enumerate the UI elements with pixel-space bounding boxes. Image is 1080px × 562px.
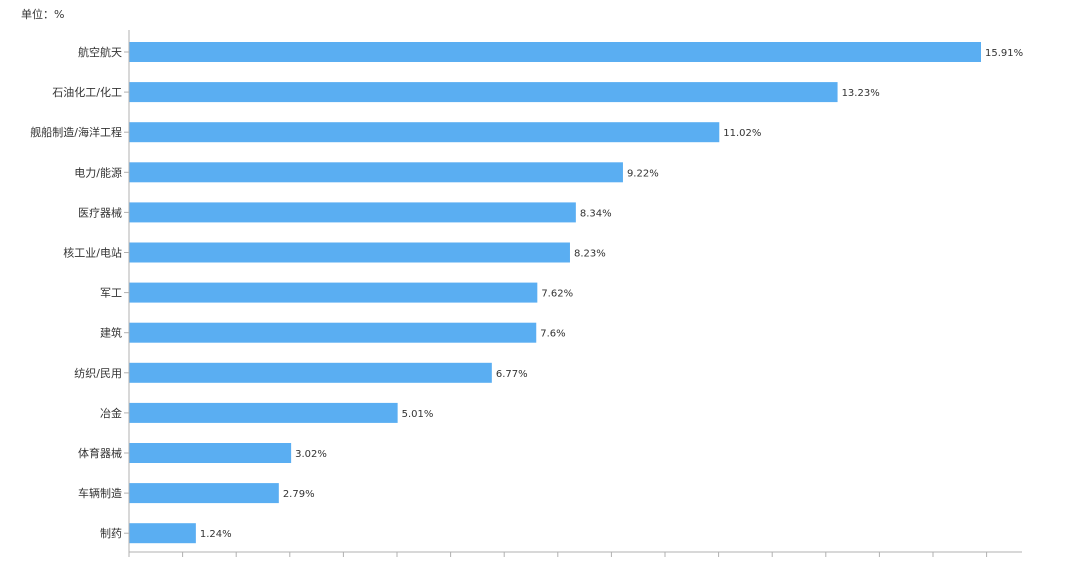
category-label: 纺织/民用 <box>74 366 122 380</box>
bar <box>129 42 981 62</box>
value-label: 8.34% <box>580 208 612 219</box>
category-label: 医疗器械 <box>78 205 122 219</box>
bar <box>129 82 838 103</box>
bar <box>129 443 292 463</box>
bar <box>129 162 623 183</box>
category-label: 石油化工/化工 <box>52 85 122 99</box>
value-label: 3.02% <box>295 449 327 460</box>
value-label: 7.6% <box>540 329 565 340</box>
category-label: 核工业/电站 <box>63 246 122 260</box>
category-label: 建筑 <box>100 326 122 340</box>
category-label: 舰船制造/海洋工程 <box>30 125 122 139</box>
value-label: 9.22% <box>627 168 659 179</box>
unit-label: 单位：% <box>21 8 65 21</box>
bar <box>129 483 279 504</box>
category-label: 冶金 <box>100 406 122 420</box>
bar <box>129 523 196 544</box>
bar <box>129 282 538 303</box>
value-label: 1.24% <box>200 529 232 540</box>
category-label: 电力/能源 <box>74 165 122 179</box>
bar <box>129 242 570 263</box>
bar <box>129 402 398 423</box>
category-label: 航空航天 <box>78 45 122 59</box>
category-label: 军工 <box>100 287 122 300</box>
bar <box>129 202 576 223</box>
category-label: 车辆制造 <box>78 486 122 500</box>
bar <box>129 322 537 343</box>
value-label: 2.79% <box>283 489 315 500</box>
category-label: 体育器械 <box>78 446 122 460</box>
bar <box>129 362 492 383</box>
value-label: 15.91% <box>985 48 1023 59</box>
value-label: 5.01% <box>402 409 434 420</box>
value-label: 6.77% <box>496 369 528 380</box>
category-label: 制药 <box>100 527 122 540</box>
value-label: 8.23% <box>574 249 606 260</box>
value-label: 13.23% <box>842 88 880 99</box>
value-label: 7.62% <box>541 289 573 300</box>
bar <box>129 122 720 143</box>
value-label: 11.02% <box>723 128 761 139</box>
